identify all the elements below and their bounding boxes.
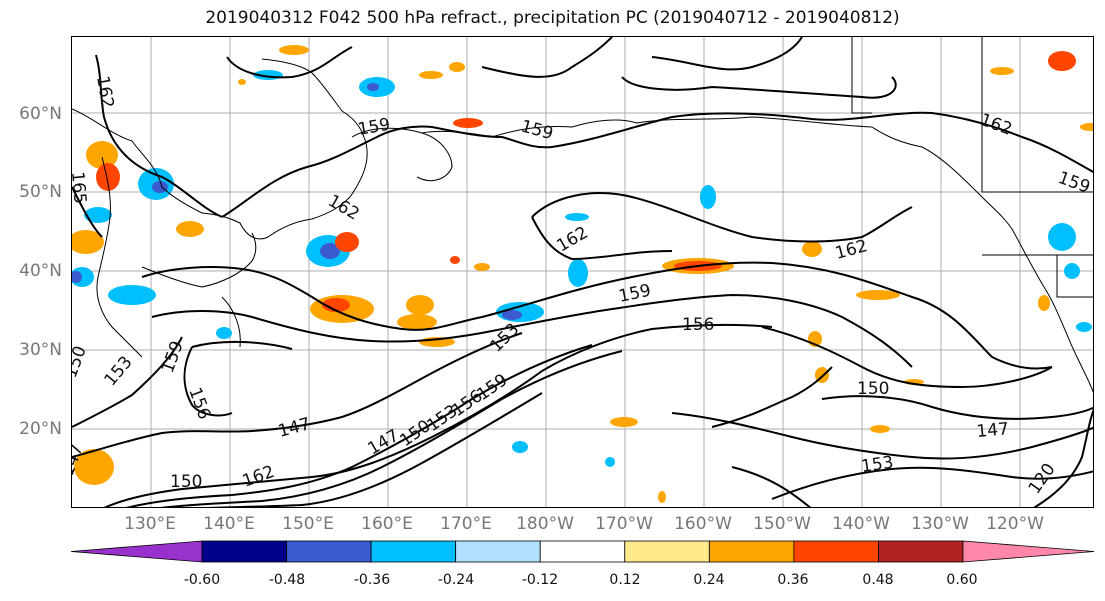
contour-label: 159 [356, 115, 391, 140]
contour-label: 147 [365, 426, 403, 460]
lat-label-20n: 20°N [19, 419, 62, 439]
contour-label: 159 [158, 338, 188, 375]
contour-label: 159 [1055, 168, 1092, 198]
lon-label-130w: 130°W [911, 514, 969, 534]
colorbar-cell [708, 540, 795, 563]
colorbar-extend-high [962, 540, 1095, 563]
colorbar-cell [624, 540, 710, 563]
lon-label-140w: 140°W [832, 514, 890, 534]
map-plot-area: 162 159 162 165 162 159 162 159 156 153 … [71, 36, 1094, 508]
colorbar-cell [286, 540, 372, 563]
lat-label-40n: 40°N [19, 261, 62, 281]
lon-label-130e: 130°E [124, 514, 176, 534]
contour-label: 150 [857, 379, 889, 399]
map-canvas: 162 159 162 165 162 159 162 159 156 153 … [72, 37, 1093, 507]
lon-label-150e: 150°E [282, 514, 334, 534]
colorbar-cell [539, 540, 626, 563]
contour-label: 153 [101, 352, 137, 390]
lon-label-180w: 180°W [516, 514, 574, 534]
colorbar-tick: 0.60 [946, 572, 978, 588]
contour-label: 156 [184, 385, 214, 422]
contour-label: 150 [170, 472, 202, 492]
contour-label: 153 [860, 453, 895, 477]
coastlines [72, 37, 1093, 393]
contour-labels: 162 159 162 165 162 159 162 159 156 153 … [72, 74, 1093, 497]
colorbar-tick: -0.24 [437, 572, 475, 588]
lon-label-160e: 160°E [361, 514, 413, 534]
colorbar-tick: -0.60 [183, 572, 221, 588]
colorbar-tick: 0.36 [777, 572, 809, 588]
colorbar-cell [793, 540, 879, 563]
colorbar-cell [878, 540, 964, 563]
lon-label-160w: 160°W [674, 514, 732, 534]
contour-label: 162 [325, 191, 363, 225]
lat-label-60n: 60°N [19, 104, 62, 124]
colorbar-tick: 0.12 [609, 572, 641, 588]
colorbar-extend-low [70, 540, 203, 563]
contour-label: 162 [554, 223, 592, 257]
colorbar-cell [201, 540, 287, 563]
lon-label-170w: 170°W [595, 514, 653, 534]
chart-title: 2019040312 F042 500 hPa refract., precip… [205, 8, 900, 28]
refractivity-contours [72, 37, 1093, 507]
contour-label: 147 [276, 414, 313, 442]
contour-label: 147 [976, 419, 1010, 442]
colorbar-tick: -0.48 [268, 572, 306, 588]
contour-label: 162 [92, 74, 117, 109]
lat-label-30n: 30°N [19, 340, 62, 360]
colorbar-tick: 0.24 [693, 572, 725, 588]
lat-label-50n: 50°N [19, 182, 62, 202]
lon-label-170e: 170°E [440, 514, 492, 534]
contour-label: 156 [682, 315, 714, 335]
lon-label-120w: 120°W [986, 514, 1044, 534]
contour-label: 162 [977, 110, 1014, 140]
contour-label: 159 [519, 117, 556, 145]
colorbar-tick: -0.36 [353, 572, 391, 588]
contour-label: 165 [72, 171, 90, 205]
contour-label: 162 [240, 462, 277, 492]
precip-shading [72, 45, 1093, 503]
colorbar-tick: 0.48 [862, 572, 894, 588]
lon-label-150w: 150°W [753, 514, 811, 534]
lon-label-140e: 140°E [203, 514, 255, 534]
contour-label: 150 [72, 343, 91, 380]
colorbar-cell [455, 540, 541, 563]
colorbar-tick: -0.12 [521, 572, 559, 588]
colorbar-cell [370, 540, 457, 563]
